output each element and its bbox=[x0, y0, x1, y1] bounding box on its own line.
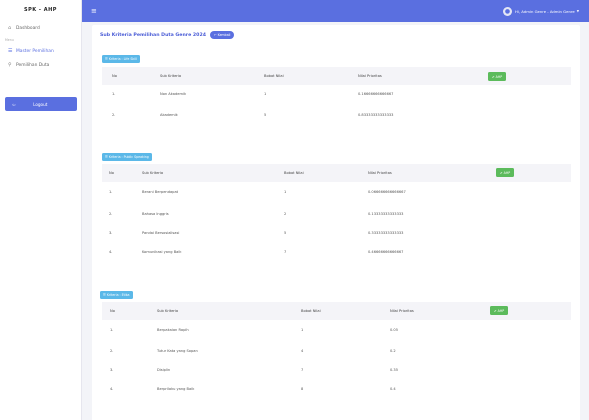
priority-value: 0.4 bbox=[390, 387, 396, 391]
criteria-badge-public-speaking: ☰ Kriteria : Public Speaking bbox=[102, 153, 152, 161]
priority-value: 0.33333333333333 bbox=[368, 231, 404, 235]
criteria-badge-etika: ☰ Kriteria : Etika bbox=[100, 291, 133, 299]
sub-criteria-name: Berpakaian Rapih bbox=[157, 328, 189, 332]
sub-criteria-name: Bahasa Inggris bbox=[142, 212, 169, 216]
row-number: 2. bbox=[112, 113, 116, 117]
column-header: Nilai Prioritas bbox=[390, 309, 414, 313]
row-number: 3. bbox=[109, 231, 113, 235]
hamburger-menu-icon[interactable]: ≡ bbox=[91, 7, 97, 15]
top-navbar: ≡ ● Hi, Admin Genre - Admin Genre ▼ bbox=[82, 0, 589, 22]
weight-value: 1 bbox=[301, 328, 304, 332]
sidebar: SPK - AHP ⌂ Dashboard Menu ☰ Master Pemi… bbox=[0, 0, 82, 420]
column-header: No bbox=[109, 171, 114, 175]
column-header: Sub Kriteria bbox=[160, 74, 182, 78]
column-header: Bobot Nilai bbox=[284, 171, 304, 175]
home-icon: ⌂ bbox=[8, 25, 12, 31]
logout-label: Logout bbox=[33, 101, 48, 107]
sub-criteria-name: Berani Berpendapat bbox=[142, 190, 179, 194]
column-header: Nilai Prioritas bbox=[368, 171, 392, 175]
weight-value: 2 bbox=[284, 212, 287, 216]
row-number: 1. bbox=[112, 92, 116, 96]
ahp-button[interactable]: ✔ AHP bbox=[490, 306, 509, 315]
weight-value: 1 bbox=[284, 190, 287, 194]
row-number: 2. bbox=[110, 349, 114, 353]
sidebar-item-pemilihan-duta[interactable]: ⚲ Pemilihan Duta bbox=[0, 58, 81, 72]
list-icon: ☰ bbox=[8, 48, 13, 54]
row-number: 1. bbox=[109, 190, 113, 194]
sidebar-item-master-pemilihan[interactable]: ☰ Master Pemilihan bbox=[0, 44, 81, 58]
column-header: No bbox=[110, 309, 115, 313]
weight-value: 5 bbox=[284, 231, 287, 235]
filter-icon: ⚲ bbox=[8, 62, 12, 68]
priority-value: 0.2 bbox=[390, 349, 396, 353]
avatar: ● bbox=[502, 6, 512, 16]
card-header: Sub Kriteria Pemilihan Duta Genre 2024 ←… bbox=[100, 31, 235, 39]
priority-value: 0.16666666666667 bbox=[358, 92, 394, 96]
priority-value: 0.83333333333333 bbox=[358, 113, 394, 117]
sub-criteria-name: Disiplin bbox=[157, 368, 171, 372]
priority-value: 0.05 bbox=[390, 328, 399, 332]
table-header: No Sub Kriteria Bobot Nilai Nilai Priori… bbox=[102, 164, 571, 182]
column-header: No bbox=[112, 74, 117, 78]
sidebar-item-dashboard[interactable]: ⌂ Dashboard bbox=[0, 21, 81, 35]
weight-value: 8 bbox=[301, 387, 304, 391]
column-header: Nilai Prioritas bbox=[358, 74, 382, 78]
table-header: No Sub Kriteria Bobot Nilai Nilai Priori… bbox=[102, 67, 571, 85]
user-menu[interactable]: ● Hi, Admin Genre - Admin Genre ▼ bbox=[502, 6, 579, 16]
page-title: Sub Kriteria Pemilihan Duta Genre 2024 bbox=[100, 32, 206, 38]
logout-icon: ⇦ bbox=[12, 101, 16, 107]
sub-criteria-name: Pandai Bersosialisasi bbox=[142, 231, 180, 235]
criteria-badge-life-skill: ☰ Kriteria : Life Skill bbox=[102, 55, 140, 63]
weight-value: 1 bbox=[264, 92, 267, 96]
sidebar-item-label: Pemilihan Duta bbox=[16, 62, 50, 68]
column-header: Bobot Nilai bbox=[301, 309, 321, 313]
row-number: 4. bbox=[110, 387, 114, 391]
column-header: Bobot Nilai bbox=[264, 74, 284, 78]
ahp-button[interactable]: ✔ AHP bbox=[496, 168, 515, 177]
chevron-down-icon: ▼ bbox=[576, 9, 579, 13]
user-name: Hi, Admin Genre - Admin Genre bbox=[514, 8, 575, 14]
sub-criteria-name: Non Akademik bbox=[160, 92, 187, 96]
row-number: 1. bbox=[110, 328, 114, 332]
weight-value: 7 bbox=[284, 250, 287, 254]
back-button[interactable]: ← Kembali bbox=[209, 31, 235, 39]
weight-value: 7 bbox=[301, 368, 304, 372]
column-header: Sub Kriteria bbox=[142, 171, 164, 175]
priority-value: 0.46666666666667 bbox=[368, 250, 404, 254]
priority-value: 0.066666666666667 bbox=[368, 190, 406, 194]
row-number: 2. bbox=[109, 212, 113, 216]
sidebar-item-label: Master Pemilihan bbox=[16, 48, 54, 54]
row-number: 4. bbox=[109, 250, 113, 254]
logout-button[interactable]: ⇦ Logout bbox=[5, 97, 77, 111]
sidebar-section-label: Menu bbox=[5, 37, 14, 42]
sub-criteria-name: Tutur Kata yang Sopan bbox=[157, 349, 198, 353]
weight-value: 4 bbox=[301, 349, 304, 353]
brand-logo[interactable]: SPK - AHP bbox=[24, 7, 57, 13]
sub-criteria-name: Komunikasi yang Baik bbox=[142, 250, 182, 254]
sub-criteria-name: Akademik bbox=[160, 113, 178, 117]
main-card: Sub Kriteria Pemilihan Duta Genre 2024 ←… bbox=[92, 25, 580, 420]
weight-value: 5 bbox=[264, 113, 267, 117]
column-header: Sub Kriteria bbox=[157, 309, 179, 313]
row-number: 3. bbox=[110, 368, 114, 372]
ahp-button[interactable]: ✔ AHP bbox=[488, 72, 507, 81]
sub-criteria-name: Berprilaku yang Baik bbox=[157, 387, 195, 391]
priority-value: 0.35 bbox=[390, 368, 399, 372]
sidebar-item-label: Dashboard bbox=[16, 25, 40, 31]
priority-value: 0.13333333333333 bbox=[368, 212, 404, 216]
table-header: No Sub Kriteria Bobot Nilai Nilai Priori… bbox=[102, 302, 571, 320]
